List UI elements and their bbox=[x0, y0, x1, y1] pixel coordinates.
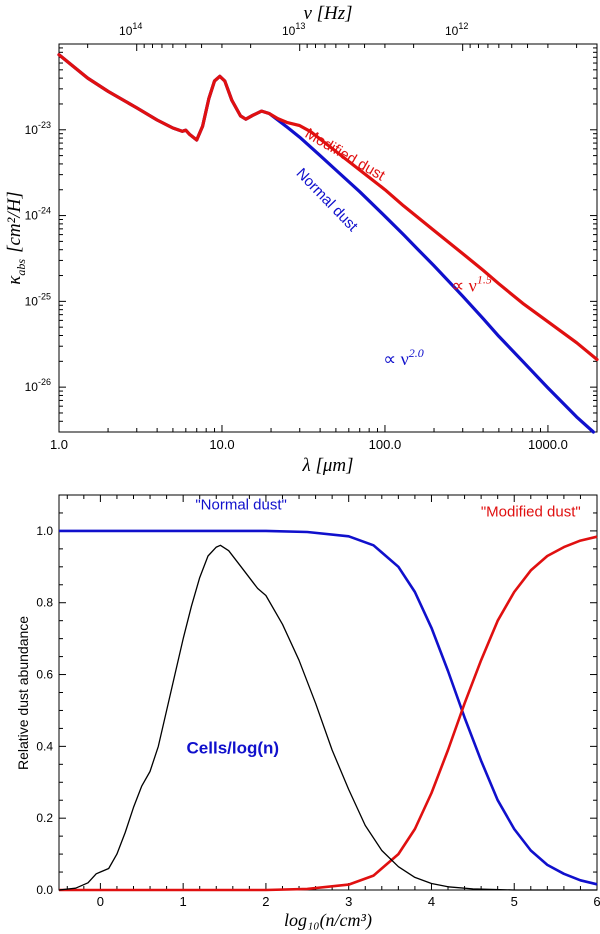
top-nu-tick-label: 1014 bbox=[119, 21, 142, 38]
series-label-normal: "Normal dust" bbox=[195, 496, 287, 513]
bottom-y-tick-label: 0.8 bbox=[36, 596, 53, 610]
top-y-axis-label: κabs [cm²/H] bbox=[4, 191, 28, 284]
top-nu-tick-label: 1013 bbox=[282, 21, 305, 38]
bottom-y-axis-label: Relative dust abundance bbox=[15, 616, 31, 770]
series-normal-dust-line bbox=[59, 529, 598, 886]
top-x-tick-label: 10.0 bbox=[209, 437, 234, 452]
bottom-x-tick-label: 5 bbox=[511, 894, 518, 909]
bottom-x-tick-label: 3 bbox=[345, 894, 352, 909]
series-modified-dust-line bbox=[57, 53, 599, 362]
top-y-tick-label: 10-23 bbox=[25, 120, 51, 137]
bottom-x-tick-label: 6 bbox=[593, 894, 600, 909]
top-y-tick-label: 10-24 bbox=[25, 206, 51, 223]
top-axis-label: ν [Hz] bbox=[303, 3, 352, 24]
top-y-tick-label: 10-25 bbox=[25, 291, 51, 308]
series-label-cells: Cells/log(n) bbox=[187, 739, 280, 758]
top-y-tick-label: 10-26 bbox=[25, 377, 51, 394]
bottom-x-ticks: 0 1 2 3 4 5 6 bbox=[66, 495, 600, 909]
top-x-axis-label: λ [μm] bbox=[301, 455, 353, 476]
top-nu-ticks: 1014 1013 1012 bbox=[87, 21, 578, 51]
svg-text:κabs[cm²/H]: κabs [cm²/H] bbox=[4, 191, 28, 284]
bottom-x-axis-label: log₁₀(n/cm³) bbox=[284, 910, 372, 931]
top-x-tick-label: 1.0 bbox=[50, 437, 68, 452]
bottom-y-tick-label: 0.2 bbox=[36, 811, 53, 825]
top-y-label-unit: [cm²/H] bbox=[4, 191, 25, 253]
top-y-label-main: κ bbox=[4, 275, 25, 285]
annotation-nu20-powerlaw: ∝ ν2.0 bbox=[383, 346, 424, 369]
top-series bbox=[57, 53, 599, 434]
top-y-ticks: 10-26 10-25 10-24 10-23 bbox=[25, 47, 597, 433]
bottom-x-tick-label: 1 bbox=[180, 894, 187, 909]
top-panel: 1.0 10.0 100.0 1000.0 10-2610-2510-2410-23 … bbox=[4, 3, 599, 476]
bottom-y-tick-label: 0.0 bbox=[36, 883, 53, 897]
bottom-y-ticks: 0.0 0.2 0.4 0.6 0.8 1.0 bbox=[36, 494, 597, 897]
top-x-ticks: 1.0 10.0 100.0 1000.0 bbox=[50, 425, 598, 452]
series-label-modified: "Modified dust" bbox=[481, 504, 581, 521]
bottom-x-tick-label: 4 bbox=[428, 894, 435, 909]
top-x-tick-label: 100.0 bbox=[369, 437, 402, 452]
bottom-x-tick-label: 2 bbox=[262, 894, 269, 909]
series-cells-log-n-line bbox=[58, 544, 597, 891]
bottom-x-tick-label: 0 bbox=[97, 894, 104, 909]
bottom-labels: "Normal dust" "Modified dust" Cells/log(n) bbox=[187, 496, 581, 757]
annotation-nu15-powerlaw: ∝ ν1.5 bbox=[451, 273, 492, 296]
bottom-y-tick-label: 1.0 bbox=[36, 524, 53, 538]
series-normal-dust-line bbox=[57, 53, 595, 434]
bottom-panel: 0 1 2 3 4 5 6 0.0 0.2 0.4 0.6 0.8 1.0 "Normal dust"… bbox=[15, 494, 600, 931]
top-y-label-sub: abs bbox=[14, 259, 28, 276]
annotation-normal-label: Normal dust bbox=[293, 165, 362, 236]
top-plot-frame bbox=[58, 43, 598, 433]
bottom-y-tick-label: 0.4 bbox=[36, 739, 53, 753]
bottom-y-tick-label: 0.6 bbox=[36, 668, 53, 682]
series-modified-dust-line bbox=[59, 535, 598, 892]
top-nu-tick-label: 1012 bbox=[445, 21, 468, 38]
top-x-tick-label: 1000.0 bbox=[528, 437, 568, 452]
bottom-series bbox=[58, 529, 598, 892]
